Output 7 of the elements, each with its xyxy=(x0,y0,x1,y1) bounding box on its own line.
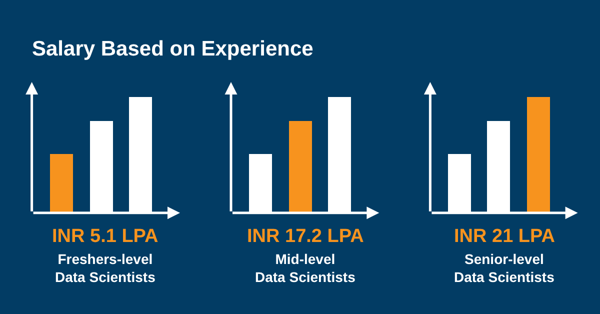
text: Mid-level Data Scientists xyxy=(255,251,356,286)
text: INR 17.2 LPA xyxy=(247,226,364,247)
text: INR 5.1 LPA xyxy=(52,226,159,247)
text: Freshers-level Data Scientists xyxy=(55,251,156,286)
chart-title: Salary Based on Experience xyxy=(32,37,314,60)
text: Senior-level Data Scientists xyxy=(454,251,555,286)
text: INR 21 LPA xyxy=(454,226,556,247)
